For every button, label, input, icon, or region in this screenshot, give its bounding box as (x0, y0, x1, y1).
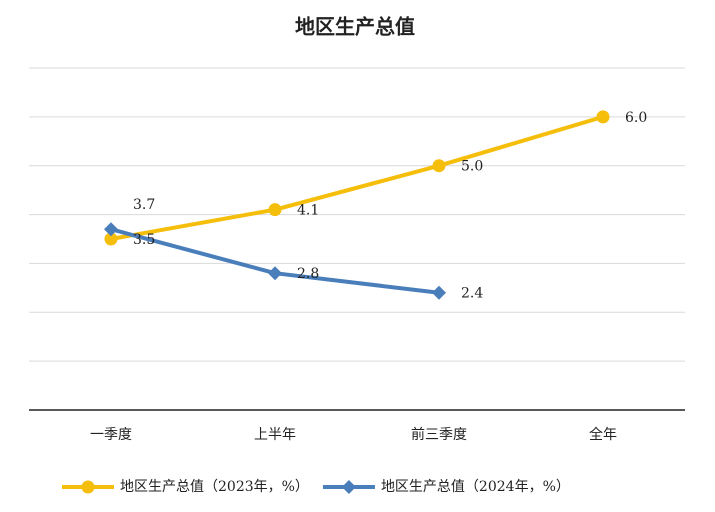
data-point (432, 159, 446, 173)
data-label: 5.0 (461, 159, 483, 175)
data-label: 3.7 (133, 197, 155, 213)
x-tick-label: 一季度 (90, 427, 132, 443)
data-label: 2.4 (461, 286, 483, 302)
data-point (596, 110, 610, 124)
data-point (432, 285, 446, 300)
data-label: 3.5 (133, 232, 155, 248)
series-line (110, 114, 604, 241)
legend-label: 地区生产总值（2023年，%） (120, 479, 309, 495)
data-point (104, 232, 118, 246)
data-point (104, 222, 118, 237)
data-label: 2.8 (297, 266, 319, 282)
data-point (268, 203, 282, 217)
x-tick-label: 前三季度 (411, 426, 467, 443)
data-label: 6.0 (625, 110, 647, 126)
legend-marker (81, 480, 95, 494)
data-label: 4.1 (297, 203, 319, 219)
legend-label: 地区生产总值（2024年，%） (381, 479, 570, 495)
chart-title: 地区生产总值 (295, 15, 415, 39)
x-tick-label: 上半年 (254, 427, 296, 443)
legend-marker (341, 480, 356, 494)
x-tick-label: 全年 (589, 426, 617, 443)
data-point (268, 266, 282, 281)
